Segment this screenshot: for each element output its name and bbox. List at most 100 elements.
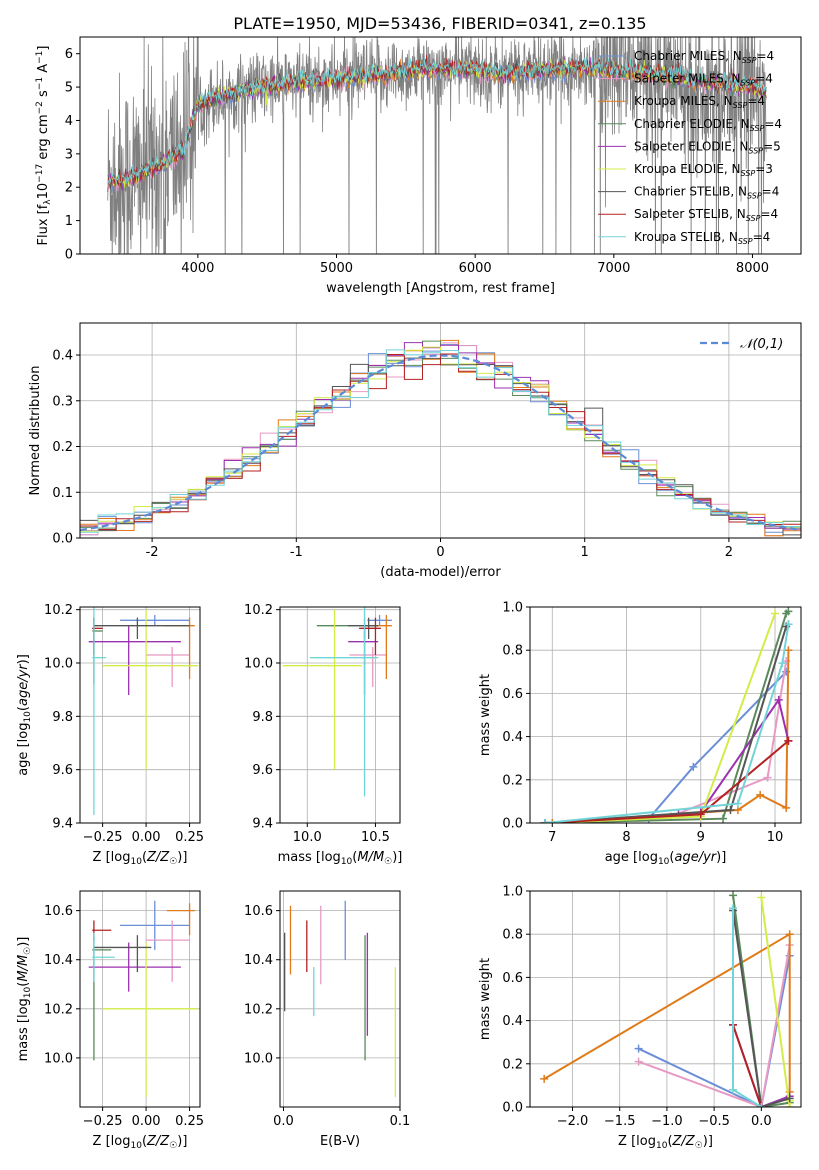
x-tick-label: −0.25 (83, 830, 123, 845)
point-marker (756, 790, 765, 799)
error-bar-point (92, 932, 115, 982)
y-tick-label: 0.4 (502, 1014, 523, 1029)
series-line (732, 895, 790, 1107)
age-vs-z-plot-area (88, 607, 199, 815)
axes-frame (279, 890, 401, 1108)
mass-weight-series (540, 620, 793, 823)
residuals-frame: -2 -1 0 1 2 0.0 0.1 0.2 0.3 0.4 (52, 322, 802, 560)
point-marker (771, 609, 780, 618)
age-vs-mass-xlabel: mass [log10(M/M☉)] (278, 850, 403, 867)
error-bar-point (102, 942, 199, 1098)
y-tick-label: 0.6 (502, 687, 523, 702)
error-bar-point (359, 617, 381, 655)
point-marker (784, 607, 793, 616)
y-tick-label: 9.6 (252, 763, 273, 778)
point-marker (784, 620, 793, 629)
massweight-vs-z-axes (530, 890, 801, 1108)
point-marker (778, 659, 787, 668)
error-bar-point (92, 920, 112, 941)
point-marker (757, 1103, 766, 1107)
point-marker (726, 806, 735, 815)
y-tick-label: 10.4 (44, 953, 73, 968)
spectrum-legend: Chabrier MILES, NSSP=4 Salpeter MILES, NS… (598, 49, 782, 246)
y-tick-label: 10.2 (44, 603, 73, 618)
legend-label: Salpeter STELIB, NSSP=4 (634, 207, 778, 223)
histogram-step-line (80, 349, 801, 533)
y-tick-label: 0.6 (502, 971, 523, 986)
point-marker (729, 891, 738, 900)
mass-vs-z-xlabel: Z [log10(Z/Z☉)] (93, 1134, 188, 1151)
mass-weight-series (540, 607, 793, 823)
y-tick-label: 5 (65, 81, 73, 96)
point-marker (634, 1044, 643, 1053)
error-bar-point (92, 607, 107, 815)
y-tick-label: 0 (65, 248, 73, 263)
spectrum-ylabel: Flux [fλ10−17 erg cm−2 s−1 A−1] (35, 46, 53, 246)
x-tick-label: 0 (436, 545, 444, 560)
y-tick-label: 0.8 (502, 928, 523, 943)
y-tick-label: 0.2 (502, 773, 523, 788)
axes-frame (529, 606, 802, 824)
point-marker (785, 930, 794, 939)
age-vs-z-xlabel: Z [log10(Z/Z☉)] (93, 850, 188, 867)
y-tick-label: 6 (65, 47, 73, 62)
x-tick-label: 7000 (597, 261, 630, 276)
y-tick-label: 10.6 (44, 904, 73, 919)
series-line (544, 624, 790, 823)
x-tick-label: -2 (146, 545, 159, 560)
age-vs-z-frame: −0.25 0.00 0.25 9.4 9.6 9.8 10.0 10.2 (44, 603, 204, 845)
y-tick-label: 4 (65, 114, 73, 129)
mass-vs-ebv-xlabel: E(B-V) (320, 1134, 360, 1149)
x-tick-label: 9 (697, 830, 705, 845)
error-bar-point (102, 609, 199, 770)
axes-frame (79, 36, 802, 255)
series-line (544, 610, 790, 823)
mass-vs-z-axes (80, 891, 200, 1107)
gaussian-reference-line (80, 354, 801, 532)
y-tick-label: 9.8 (52, 710, 73, 725)
series-line (732, 910, 790, 1107)
age-vs-z-ylabel: age [log10(age/yr)] (16, 654, 33, 776)
error-bar-point (166, 903, 195, 936)
y-tick-label: 1.0 (502, 601, 523, 616)
y-tick-label: 10.2 (44, 1002, 73, 1017)
mass-vs-ebv-plot-area (284, 900, 396, 1098)
x-tick-label: -1 (290, 545, 303, 560)
x-tick-label: 5000 (320, 261, 353, 276)
mass-weight-series (729, 904, 766, 1107)
residuals-plot-area (80, 339, 801, 537)
error-bar-point (367, 615, 392, 626)
mass-weight-series (540, 657, 791, 823)
x-tick-label: 8 (622, 830, 630, 845)
massweight-vs-z-ylabel: mass weight (478, 958, 493, 1040)
error-bar-point (93, 935, 152, 972)
massweight-vs-age-xlabel: age [log10(age/yr)] (605, 850, 727, 867)
error-bar-point (120, 900, 190, 950)
mass-weight-series (540, 620, 793, 823)
age-vs-mass-axes (280, 607, 400, 824)
y-tick-label: 10.0 (244, 657, 273, 672)
axes-frame (279, 606, 401, 824)
error-bar-point (92, 937, 112, 1061)
error-bar-point (88, 942, 181, 992)
massweight-vs-age-plot-area (540, 607, 793, 823)
model-spectrum-line (107, 54, 767, 193)
y-tick-label: 3 (65, 147, 73, 162)
spectrum-xlabel: wavelength [Angstrom, rest frame] (326, 281, 555, 296)
x-tick-label: −0.25 (83, 1114, 123, 1129)
point-marker (540, 819, 549, 823)
x-tick-label: 8000 (736, 261, 769, 276)
mass-vs-ebv-frame: 0.0 0.1 10.0 10.2 10.4 10.6 (244, 890, 410, 1129)
x-tick-label: 0.00 (132, 1114, 161, 1129)
age-vs-mass-plot-area (282, 607, 392, 797)
legend-label: Salpeter ELODIE, NSSP=5 (634, 139, 781, 155)
mass-weight-series (540, 667, 791, 823)
age-vs-mass-frame: 10.0 10.5 9.4 9.6 9.8 10.0 10.2 (244, 603, 401, 845)
error-bar-point (310, 607, 379, 797)
massweight-vs-age-frame: 7 8 9 10 0.0 0.2 0.4 0.6 0.8 1.0 (502, 601, 802, 845)
x-tick-label: 0.25 (175, 830, 204, 845)
massweight-vs-z-plot-area (540, 891, 794, 1107)
x-tick-label: 10.0 (293, 830, 322, 845)
y-tick-label: 0.0 (502, 817, 523, 832)
